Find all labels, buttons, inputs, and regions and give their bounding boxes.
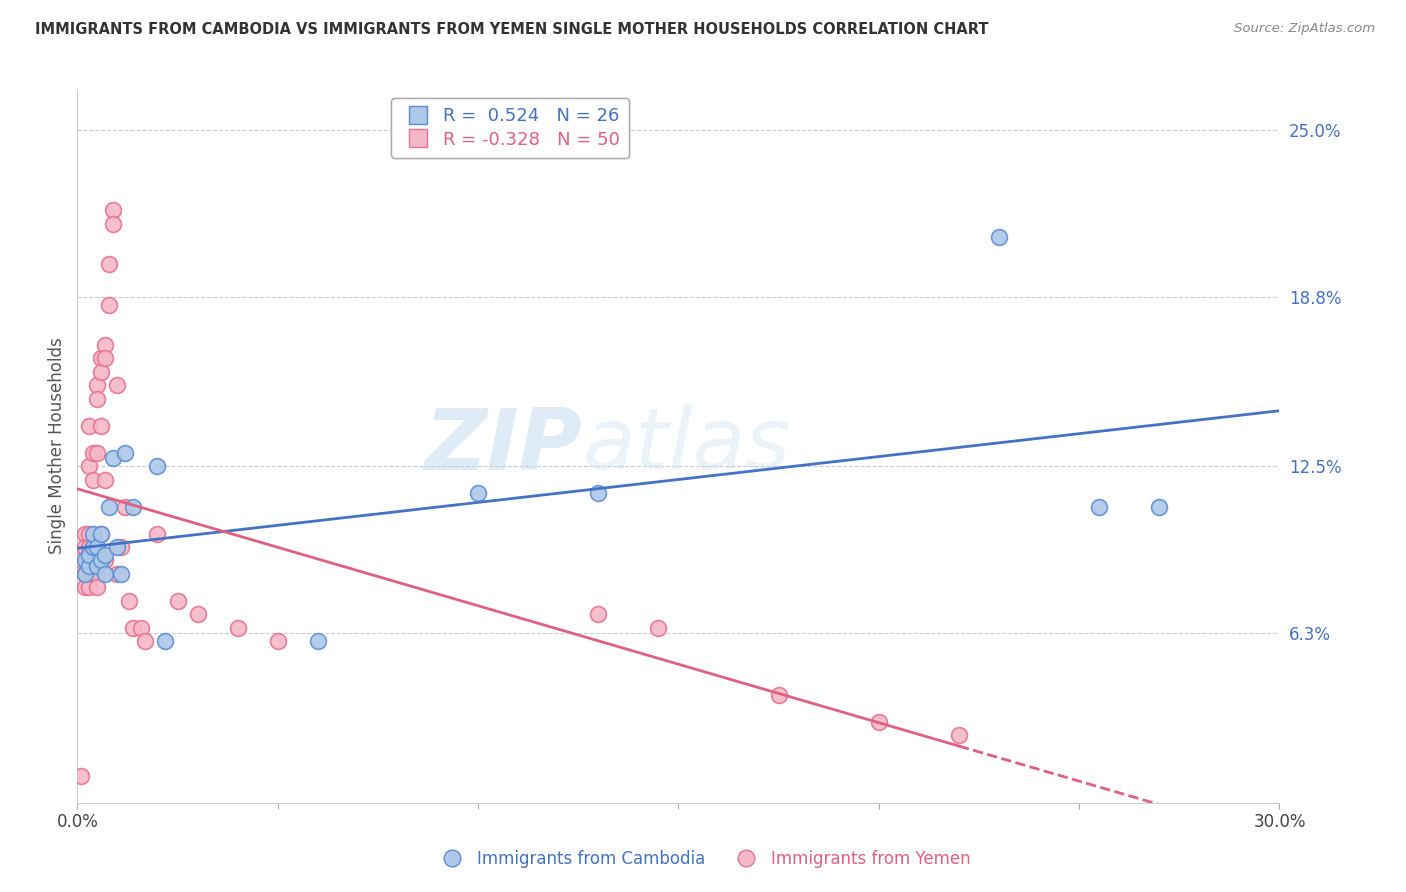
- Point: [122, 621, 145, 635]
- Point: [768, 688, 790, 702]
- Point: [107, 566, 129, 581]
- Point: [94, 553, 117, 567]
- Point: [134, 634, 156, 648]
- Point: [79, 526, 101, 541]
- Point: [103, 217, 125, 231]
- Point: [94, 566, 117, 581]
- Point: [79, 580, 101, 594]
- Point: [82, 473, 104, 487]
- Point: [588, 486, 610, 500]
- Point: [1088, 500, 1111, 514]
- Point: [90, 351, 112, 366]
- Point: [94, 548, 117, 562]
- Point: [90, 526, 112, 541]
- Point: [82, 446, 104, 460]
- Point: [90, 526, 112, 541]
- Point: [98, 298, 121, 312]
- Point: [988, 230, 1011, 244]
- Point: [90, 418, 112, 433]
- Legend: Immigrants from Cambodia, Immigrants from Yemen: Immigrants from Cambodia, Immigrants fro…: [429, 844, 977, 875]
- Point: [103, 203, 125, 218]
- Point: [82, 566, 104, 581]
- Point: [146, 459, 169, 474]
- Text: atlas: atlas: [582, 404, 790, 488]
- Text: Source: ZipAtlas.com: Source: ZipAtlas.com: [1234, 22, 1375, 36]
- Point: [114, 446, 136, 460]
- Point: [98, 500, 121, 514]
- Point: [588, 607, 610, 622]
- Point: [75, 580, 97, 594]
- Point: [75, 553, 97, 567]
- Point: [103, 451, 125, 466]
- Point: [75, 540, 97, 554]
- Point: [94, 473, 117, 487]
- Point: [79, 540, 101, 554]
- Y-axis label: Single Mother Households: Single Mother Households: [48, 338, 66, 554]
- Point: [118, 594, 141, 608]
- Point: [1149, 500, 1171, 514]
- Point: [82, 540, 104, 554]
- Point: [868, 714, 890, 729]
- Point: [110, 540, 132, 554]
- Point: [110, 566, 132, 581]
- Point: [79, 558, 101, 573]
- Point: [146, 526, 169, 541]
- Text: ZIP: ZIP: [425, 404, 582, 488]
- Point: [187, 607, 209, 622]
- Point: [79, 418, 101, 433]
- Point: [166, 594, 188, 608]
- Point: [467, 486, 489, 500]
- Point: [647, 621, 669, 635]
- Point: [82, 526, 104, 541]
- Point: [90, 365, 112, 379]
- Point: [107, 540, 129, 554]
- Point: [131, 621, 153, 635]
- Point: [86, 392, 108, 406]
- Point: [86, 540, 108, 554]
- Point: [114, 500, 136, 514]
- Point: [98, 257, 121, 271]
- Point: [86, 558, 108, 573]
- Point: [86, 580, 108, 594]
- Point: [90, 553, 112, 567]
- Point: [226, 621, 249, 635]
- Point: [86, 446, 108, 460]
- Legend: R =  0.524   N = 26, R = -0.328   N = 50: R = 0.524 N = 26, R = -0.328 N = 50: [391, 98, 630, 158]
- Point: [94, 351, 117, 366]
- Point: [79, 548, 101, 562]
- Point: [82, 540, 104, 554]
- Point: [75, 566, 97, 581]
- Point: [86, 566, 108, 581]
- Point: [94, 338, 117, 352]
- Point: [267, 634, 290, 648]
- Point: [79, 459, 101, 474]
- Text: IMMIGRANTS FROM CAMBODIA VS IMMIGRANTS FROM YEMEN SINGLE MOTHER HOUSEHOLDS CORRE: IMMIGRANTS FROM CAMBODIA VS IMMIGRANTS F…: [35, 22, 988, 37]
- Point: [70, 553, 93, 567]
- Point: [155, 634, 177, 648]
- Point: [107, 378, 129, 392]
- Point: [70, 769, 93, 783]
- Point: [948, 729, 970, 743]
- Point: [75, 566, 97, 581]
- Point: [75, 526, 97, 541]
- Point: [122, 500, 145, 514]
- Point: [86, 378, 108, 392]
- Point: [307, 634, 329, 648]
